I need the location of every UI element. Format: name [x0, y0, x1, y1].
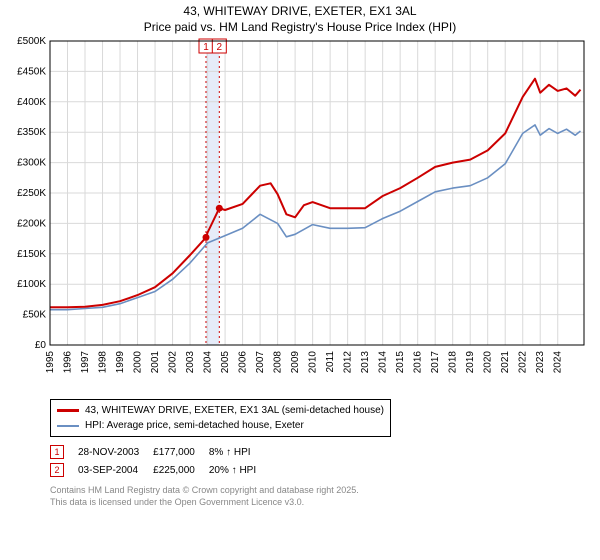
event-pct: 20% ↑ HPI [209, 461, 270, 479]
svg-text:1: 1 [203, 42, 209, 53]
svg-text:2: 2 [217, 42, 223, 53]
svg-text:1998: 1998 [98, 351, 109, 374]
svg-text:2018: 2018 [448, 351, 459, 374]
svg-text:1996: 1996 [63, 351, 74, 374]
legend-label-hpi: HPI: Average price, semi-detached house,… [85, 418, 304, 433]
svg-text:2009: 2009 [290, 351, 301, 374]
footer: Contains HM Land Registry data © Crown c… [50, 485, 600, 508]
legend-row-subject: 43, WHITEWAY DRIVE, EXETER, EX1 3AL (sem… [57, 403, 384, 418]
event-price: £177,000 [153, 443, 209, 461]
footer-line-1: Contains HM Land Registry data © Crown c… [50, 485, 600, 497]
event-row: 1 28-NOV-2003£177,0008% ↑ HPI [50, 443, 270, 461]
svg-text:2003: 2003 [185, 351, 196, 374]
svg-text:2001: 2001 [150, 351, 161, 374]
svg-text:£150K: £150K [17, 249, 46, 260]
legend: 43, WHITEWAY DRIVE, EXETER, EX1 3AL (sem… [50, 399, 391, 437]
svg-text:2007: 2007 [255, 351, 266, 374]
events-table: 1 28-NOV-2003£177,0008% ↑ HPI 2 03-SEP-2004… [50, 443, 270, 479]
legend-label-subject: 43, WHITEWAY DRIVE, EXETER, EX1 3AL (sem… [85, 403, 384, 418]
event-badge: 1 [50, 445, 64, 459]
svg-text:2004: 2004 [203, 351, 214, 374]
svg-text:2002: 2002 [168, 351, 179, 374]
svg-text:£450K: £450K [17, 67, 46, 78]
footer-line-2: This data is licensed under the Open Gov… [50, 497, 600, 509]
svg-text:2008: 2008 [273, 351, 284, 374]
svg-text:£0: £0 [35, 340, 47, 351]
svg-text:2013: 2013 [360, 351, 371, 374]
legend-row-hpi: HPI: Average price, semi-detached house,… [57, 418, 384, 433]
svg-text:2012: 2012 [343, 351, 354, 374]
svg-text:2021: 2021 [500, 351, 511, 374]
svg-text:2024: 2024 [553, 351, 564, 374]
event-pct: 8% ↑ HPI [209, 443, 270, 461]
svg-text:£300K: £300K [17, 158, 46, 169]
svg-text:2017: 2017 [430, 351, 441, 374]
svg-text:£350K: £350K [17, 127, 46, 138]
chart-title: 43, WHITEWAY DRIVE, EXETER, EX1 3AL Pric… [0, 0, 600, 35]
svg-text:2011: 2011 [325, 351, 336, 373]
event-date: 03-SEP-2004 [78, 461, 153, 479]
title-line-1: 43, WHITEWAY DRIVE, EXETER, EX1 3AL [0, 4, 600, 20]
svg-text:£50K: £50K [23, 310, 47, 321]
svg-text:2019: 2019 [465, 351, 476, 374]
svg-text:2020: 2020 [483, 351, 494, 374]
svg-text:2006: 2006 [238, 351, 249, 374]
event-date: 28-NOV-2003 [78, 443, 153, 461]
svg-text:£100K: £100K [17, 279, 46, 290]
event-badge: 2 [50, 463, 64, 477]
svg-text:£250K: £250K [17, 188, 46, 199]
svg-text:1995: 1995 [45, 351, 56, 374]
legend-swatch-hpi [57, 425, 79, 427]
chart-container: £0 £50K £100K £150K £200K £250K £300K £350K £400… [0, 35, 600, 395]
svg-text:2005: 2005 [220, 351, 231, 374]
svg-text:1999: 1999 [115, 351, 126, 374]
price-chart: £0 £50K £100K £150K £200K £250K £300K £350K £400… [0, 35, 600, 395]
svg-text:2023: 2023 [535, 351, 546, 374]
event-price: £225,000 [153, 461, 209, 479]
svg-text:2022: 2022 [518, 351, 529, 374]
svg-text:2000: 2000 [133, 351, 144, 374]
event-row: 2 03-SEP-2004£225,00020% ↑ HPI [50, 461, 270, 479]
title-line-2: Price paid vs. HM Land Registry's House … [0, 20, 600, 36]
svg-text:2014: 2014 [378, 351, 389, 374]
svg-text:£500K: £500K [17, 36, 46, 47]
svg-text:£200K: £200K [17, 219, 46, 230]
svg-text:£400K: £400K [17, 97, 46, 108]
svg-text:2015: 2015 [395, 351, 406, 374]
svg-text:2016: 2016 [413, 351, 424, 374]
legend-swatch-subject [57, 409, 79, 412]
svg-text:2010: 2010 [308, 351, 319, 374]
svg-text:1997: 1997 [80, 351, 91, 374]
